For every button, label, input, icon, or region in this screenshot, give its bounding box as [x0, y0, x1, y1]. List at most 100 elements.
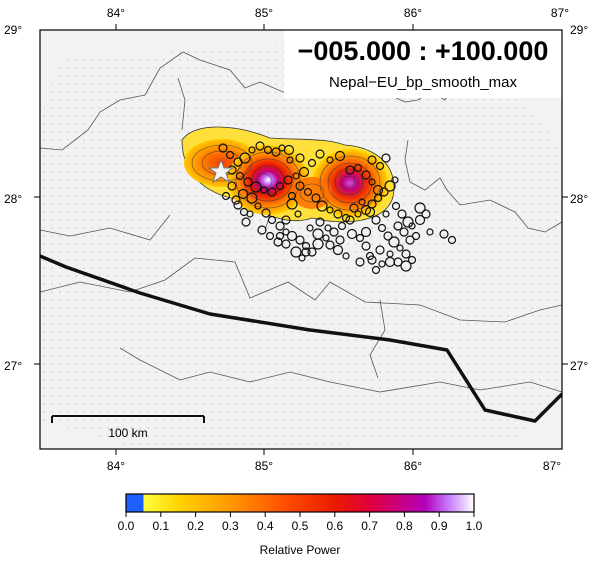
colorbar-tick-label: 0.5: [292, 519, 309, 533]
colorbar-tick-label: 0.3: [222, 519, 239, 533]
lat-tick-27-left: 27°: [4, 359, 22, 373]
lon-tick-85-bottom: 85°: [255, 459, 273, 473]
plate-boundary: [40, 254, 562, 423]
aftershock-circle: [295, 235, 305, 245]
colorbar-tick-label: 0.6: [326, 519, 343, 533]
aftershock-circle: [286, 156, 294, 164]
aftershock-circle: [346, 228, 358, 240]
colorbar-tick-label: 0.0: [118, 519, 135, 533]
aftershock-circle: [235, 171, 245, 181]
aftershock-circle: [400, 260, 412, 272]
aftershock-circle: [375, 245, 385, 255]
aftershock-circle: [303, 187, 313, 197]
aftershock-circle: [306, 224, 314, 232]
colorbar-tick-label: 0.4: [257, 519, 274, 533]
aftershock-circle: [294, 210, 302, 218]
colorbar-tick-label: 0.7: [361, 519, 378, 533]
aftershock-circle: [393, 257, 403, 267]
aftershock-circle: [225, 150, 235, 160]
aftershock-circle: [241, 217, 251, 227]
lon-tick-86-top: 86°: [404, 6, 422, 20]
border-district-d: [40, 257, 562, 323]
aftershock-circle: [382, 210, 390, 218]
aftershocks: [218, 141, 457, 275]
aftershock-circle: [275, 221, 285, 231]
aftershock-circle: [358, 198, 366, 206]
lat-tick-28-left: 28°: [4, 192, 22, 206]
contour-east-lobe: [312, 149, 388, 217]
aftershock-circle: [221, 191, 231, 201]
aftershock-circle: [426, 228, 434, 236]
lon-tick-87-top: 87°: [551, 6, 569, 20]
aftershock-circle: [275, 181, 285, 191]
scale-bar-label: 100 km: [108, 426, 147, 440]
aftershock-circle: [281, 215, 291, 225]
aftershock-circle: [368, 178, 376, 186]
aftershock-circle: [375, 161, 385, 171]
aftershock-circle: [381, 153, 391, 163]
aftershock-circle: [354, 210, 362, 218]
aftershock-circle: [329, 227, 339, 237]
colorbar-tick-label: 0.2: [187, 519, 204, 533]
aftershock-circle: [414, 202, 426, 214]
aftershock-circle: [275, 231, 285, 241]
lon-tick-86-bottom: 86°: [404, 459, 422, 473]
aftershock-circle: [315, 149, 325, 159]
aftershock-circle: [414, 214, 426, 226]
colorbar: 0.0 0.1 0.2 0.3 0.4 0.5 0.6 0.7 0.8 0.9 1.0 Relati…: [118, 493, 483, 557]
aftershock-circle: [353, 163, 363, 173]
aftershock-circle: [345, 215, 355, 225]
aftershock-circle: [312, 228, 324, 240]
aftershock-circle: [324, 224, 332, 232]
aftershock-circle: [255, 141, 265, 151]
aftershock-circle: [231, 195, 241, 205]
border-district-b: [177, 77, 186, 131]
aftershock-circle: [246, 210, 254, 218]
colorbar-tick-label: 0.8: [396, 519, 413, 533]
lat-tick-29-left: 29°: [4, 23, 22, 37]
aftershock-circle: [388, 236, 400, 248]
aftershock-circle: [391, 176, 399, 184]
aftershock-circle: [246, 192, 258, 204]
aftershock-circle: [333, 209, 343, 219]
aftershock-circle: [355, 233, 365, 243]
aftershock-circle: [233, 200, 243, 210]
aftershock-circle: [218, 143, 228, 153]
aftershock-circle: [325, 240, 335, 250]
aftershock-circle: [383, 231, 393, 241]
colorbar-tick-label: 0.9: [431, 519, 448, 533]
aftershock-circle: [250, 181, 262, 193]
border-east: [404, 139, 562, 233]
aftershock-circle: [405, 235, 415, 245]
aftershock-circle: [286, 230, 298, 242]
title-box: [284, 30, 562, 98]
aftershock-circle: [334, 150, 346, 162]
aftershock-circle: [377, 223, 387, 233]
aftershock-circle: [349, 203, 359, 213]
aftershock-circle: [261, 208, 271, 218]
aftershock-circle: [421, 209, 431, 219]
border-nepal-india: [119, 347, 562, 393]
aftershock-circle: [367, 255, 377, 265]
aftershock-circle: [273, 237, 283, 247]
aftershock-circle: [411, 231, 421, 241]
lat-tick-28-right: 28°: [570, 192, 588, 206]
aftershock-circle: [298, 254, 306, 262]
aftershock-circle: [407, 255, 417, 265]
aftershock-circle: [361, 241, 371, 251]
aftershock-circle: [263, 145, 273, 155]
aftershock-circle: [379, 187, 389, 197]
aftershock-circle: [239, 152, 251, 164]
aftershock-circle: [267, 215, 277, 225]
colorbar-tick-label: 0.1: [152, 519, 169, 533]
aftershock-circle: [283, 175, 293, 185]
aftershock-circle: [335, 235, 345, 245]
map-area: 100 km −005.000 : +100.000 Nepal−EU_bp_s…: [39, 29, 563, 450]
aftershock-circle: [257, 225, 267, 235]
aftershock-circle: [243, 177, 253, 187]
axes: 84° 85° 86° 87° 84° 85° 86° 87° 29° 28° …: [4, 6, 588, 473]
aftershock-circle: [283, 144, 295, 156]
event-subtitle: Nepal−EU_bp_smooth_max: [329, 74, 518, 91]
aftershock-circle: [315, 217, 325, 227]
colorbar-tick-label: 1.0: [466, 519, 483, 533]
